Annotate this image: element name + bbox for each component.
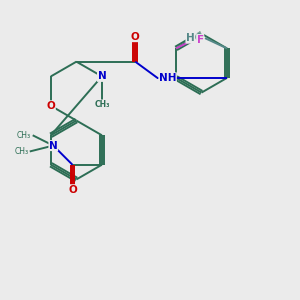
Text: O: O <box>131 32 140 42</box>
Text: O: O <box>46 101 55 111</box>
Text: HO: HO <box>186 33 203 43</box>
Text: CH₃: CH₃ <box>17 131 31 140</box>
Text: N: N <box>49 141 58 151</box>
Text: CH₃: CH₃ <box>14 147 28 156</box>
Text: NH: NH <box>159 73 176 83</box>
Text: O: O <box>68 185 77 195</box>
Text: CH₃: CH₃ <box>94 100 110 109</box>
Text: N: N <box>98 71 106 81</box>
Text: F: F <box>196 34 204 45</box>
